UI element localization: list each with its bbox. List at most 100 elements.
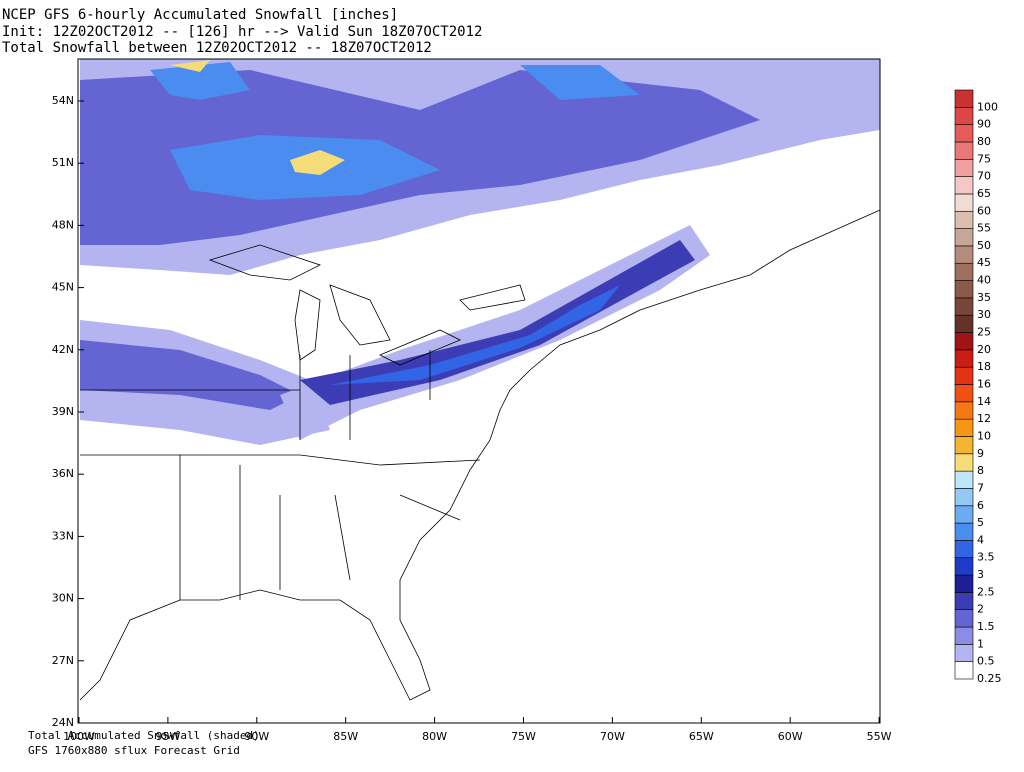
colorbar-label: 80 — [977, 135, 991, 148]
lat-label: 42N — [52, 343, 74, 356]
snow-band-appalachian-core — [300, 240, 695, 405]
colorbar-label: 12 — [977, 412, 991, 425]
colorbar-label: 40 — [977, 274, 991, 287]
colorbar-swatch — [954, 436, 974, 455]
title-line: Init: 12Z02OCT2012 -- [126] hr --> Valid… — [2, 24, 482, 40]
lat-label: 48N — [52, 218, 74, 231]
colorbar-swatch — [954, 470, 974, 489]
lat-label: 45N — [52, 281, 74, 294]
colorbar-swatch — [954, 661, 974, 680]
colorbar-label: 16 — [977, 378, 991, 391]
us-east-coast — [79, 209, 881, 701]
lat-label: 39N — [52, 405, 74, 418]
snow-band-west-core — [80, 340, 300, 410]
colorbar-swatch — [954, 332, 974, 351]
colorbar-label: 2.5 — [977, 585, 995, 598]
title-line: Total Snowfall between 12Z02OCT2012 -- 1… — [2, 40, 432, 56]
lon-label: 95W — [155, 730, 180, 743]
title-line: NCEP GFS 6-hourly Accumulated Snowfall [… — [2, 7, 398, 23]
colorbar-swatch — [954, 262, 974, 281]
colorbar-label: 1 — [977, 637, 984, 650]
colorbar-swatch — [954, 107, 974, 125]
colorbar-label: 8 — [977, 464, 984, 477]
colorbar-swatch — [954, 210, 974, 229]
colorbar-label: 20 — [977, 343, 991, 356]
coastlines — [79, 209, 881, 701]
colorbar-label: 50 — [977, 239, 991, 252]
map-frame — [77, 58, 881, 724]
colorbar-swatch — [954, 540, 974, 559]
lon-label: 100W — [63, 730, 95, 743]
lon-label: 60W — [778, 730, 803, 743]
lat-label: 51N — [52, 156, 74, 169]
lon-label: 55W — [867, 730, 892, 743]
colorbar-swatch — [954, 176, 974, 195]
colorbar-label: 35 — [977, 291, 991, 304]
lat-label: 54N — [52, 94, 74, 107]
colorbar-label: 4 — [977, 533, 984, 546]
colorbar-label: 18 — [977, 360, 991, 373]
lon-label: 85W — [333, 730, 358, 743]
state-lines — [80, 350, 481, 600]
colorbar-swatch — [954, 401, 974, 420]
colorbar: 0.250.511.522.533.5456789101214161820253… — [954, 89, 1002, 685]
colorbar-swatch — [954, 453, 974, 472]
colorbar-swatch — [954, 349, 974, 368]
colorbar-label: 70 — [977, 170, 991, 183]
snow-band-north-core — [80, 70, 760, 245]
colorbar-swatch — [954, 297, 974, 316]
colorbar-label: 65 — [977, 187, 991, 200]
colorbar-swatch — [954, 158, 974, 177]
colorbar-label: 55 — [977, 222, 991, 235]
colorbar-label: 5 — [977, 516, 984, 529]
snow-field — [80, 59, 880, 445]
colorbar-label: 9 — [977, 447, 984, 460]
colorbar-label: 14 — [977, 395, 991, 408]
colorbar-label: 3 — [977, 568, 984, 581]
colorbar-label: 100 — [977, 100, 998, 113]
snow-peak — [170, 60, 345, 175]
colorbar-label: 90 — [977, 118, 991, 131]
snow-band-north-inner — [150, 62, 640, 200]
colorbar-swatch — [954, 193, 974, 212]
colorbar-swatch — [954, 384, 974, 403]
lon-label: 80W — [422, 730, 447, 743]
colorbar-swatch — [954, 228, 974, 247]
lat-label: 36N — [52, 467, 74, 480]
footer-line: GFS 1760x880 sflux Forecast Grid — [28, 744, 240, 757]
colorbar-swatch — [954, 124, 974, 143]
colorbar-swatch — [954, 626, 974, 645]
colorbar-label: 2 — [977, 603, 984, 616]
colorbar-label: 25 — [977, 326, 991, 339]
lat-label: 27N — [52, 654, 74, 667]
colorbar-label: 1.5 — [977, 620, 995, 633]
colorbar-label: 0.25 — [977, 672, 1002, 685]
colorbar-swatch — [954, 366, 974, 385]
colorbar-label: 7 — [977, 481, 984, 494]
lat-label: 33N — [52, 529, 74, 542]
colorbar-label: 10 — [977, 429, 991, 442]
colorbar-label: 75 — [977, 152, 991, 165]
footer-line: Total Accumulated Snowfall (shaded) — [28, 729, 260, 742]
lon-label: 65W — [689, 730, 714, 743]
lat-label: 30N — [52, 592, 74, 605]
lon-label: 75W — [511, 730, 536, 743]
colorbar-swatch — [954, 574, 974, 593]
colorbar-swatch — [954, 557, 974, 576]
colorbar-swatch — [954, 89, 974, 108]
colorbar-label: 3.5 — [977, 551, 995, 564]
colorbar-swatch — [954, 644, 974, 662]
colorbar-swatch — [954, 505, 974, 524]
lon-label: 90W — [244, 730, 269, 743]
colorbar-label: 60 — [977, 204, 991, 217]
colorbar-label: 0.5 — [977, 655, 995, 668]
colorbar-swatch — [954, 418, 974, 437]
colorbar-swatch — [954, 280, 974, 299]
great-lakes — [208, 244, 526, 366]
colorbar-swatch — [954, 314, 974, 333]
colorbar-swatch — [954, 592, 974, 611]
snow-band-appalachian — [280, 225, 710, 440]
